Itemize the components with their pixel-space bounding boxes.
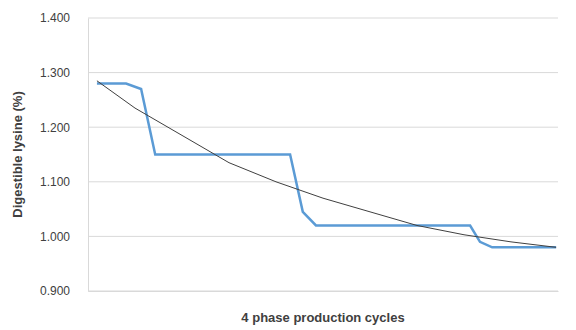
lines: [97, 81, 556, 248]
y-tick: 1.100: [40, 175, 88, 189]
grid-line: [88, 181, 558, 182]
series-line: [97, 84, 556, 248]
grid-line: [88, 236, 558, 237]
plot: 0.900 1.000 1.100 1.200 1.300 1.400: [40, 11, 559, 298]
y-axis-title: Digestible lysine (%): [10, 91, 25, 217]
grid: [88, 18, 558, 291]
y-tick: 1.200: [40, 121, 88, 135]
chart: 0.900 1.000 1.100 1.200 1.300 1.400 4 phase pr…: [0, 0, 576, 330]
y-axis-line: [88, 19, 89, 292]
grid-line: [88, 18, 558, 19]
y-tick: 1.000: [40, 230, 88, 244]
y-tick-label: 1.000: [40, 230, 70, 244]
y-tick: 1.300: [40, 66, 88, 80]
grid-line: [88, 291, 558, 292]
y-tick: 1.400: [40, 11, 88, 25]
y-tick-label: 1.300: [40, 66, 70, 80]
series-line: [97, 81, 556, 248]
y-tick-label: 1.100: [40, 175, 70, 189]
y-tick-label: 1.200: [40, 121, 70, 135]
y-axis: 0.900 1.000 1.100 1.200 1.300 1.400: [40, 11, 89, 298]
y-tick: 0.900: [40, 284, 88, 298]
x-axis-line: [89, 291, 559, 292]
y-tick-label: 1.400: [40, 11, 70, 25]
x-axis: [89, 291, 559, 292]
grid-line: [88, 127, 558, 128]
x-axis-title: 4 phase production cycles: [241, 310, 404, 325]
y-tick-label: 0.900: [40, 284, 70, 298]
grid-line: [88, 72, 558, 73]
